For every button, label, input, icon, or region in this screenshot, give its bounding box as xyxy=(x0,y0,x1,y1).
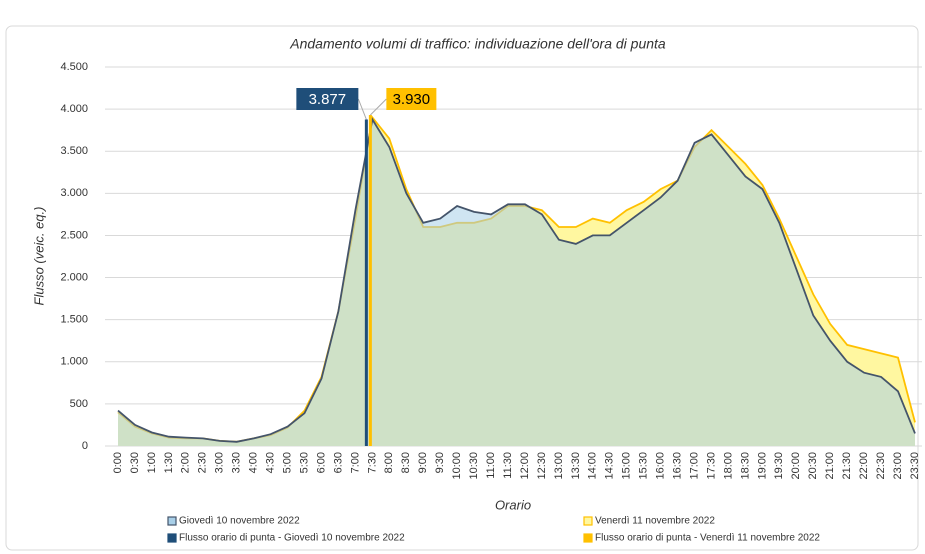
x-tick-label: 1:00 xyxy=(146,452,158,473)
legend-swatch xyxy=(167,516,177,526)
legend-swatch xyxy=(167,533,177,543)
peak-bar xyxy=(368,115,372,447)
y-tick-label: 3.500 xyxy=(60,145,88,157)
legend-swatch xyxy=(583,533,593,543)
y-tick-label: 0 xyxy=(82,440,88,452)
y-tick-label: 4.500 xyxy=(60,61,88,73)
y-tick-label: 2.500 xyxy=(60,229,88,241)
x-tick-label: 12:30 xyxy=(536,452,548,480)
peak-label: 3.877 xyxy=(309,91,347,108)
peak-label-box xyxy=(386,88,437,110)
x-tick-label: 14:00 xyxy=(587,452,599,480)
y-tick-label: 2.000 xyxy=(60,271,88,283)
legend-label: Flusso orario di punta - Venerdì 11 nove… xyxy=(595,533,820,544)
y-tick-label: 500 xyxy=(70,398,88,410)
x-tick-label: 19:30 xyxy=(773,452,785,480)
x-tick-label: 14:30 xyxy=(604,452,616,480)
x-tick-label: 16:00 xyxy=(655,452,667,480)
legend-label: Flusso orario di punta - Giovedì 10 nove… xyxy=(179,533,405,544)
legend-label: Giovedì 10 novembre 2022 xyxy=(179,516,300,527)
x-tick-label: 16:30 xyxy=(672,452,684,480)
x-tick-label: 0:00 xyxy=(112,452,124,473)
x-tick-label: 4:00 xyxy=(248,452,260,473)
x-tick-label: 8:00 xyxy=(383,452,395,473)
x-axis-label: Orario xyxy=(495,497,531,512)
x-tick-label: 2:30 xyxy=(197,452,209,473)
x-tick-label: 9:30 xyxy=(434,452,446,473)
x-tick-label: 18:30 xyxy=(739,452,751,480)
x-tick-label: 17:00 xyxy=(688,452,700,480)
x-tick-label: 7:30 xyxy=(366,452,378,473)
x-tick-label: 3:30 xyxy=(231,452,243,473)
y-tick-label: 3.000 xyxy=(60,187,88,199)
x-tick-label: 17:30 xyxy=(705,452,717,480)
x-tick-label: 22:30 xyxy=(875,452,887,480)
x-tick-label: 11:00 xyxy=(485,452,497,479)
x-tick-label: 7:00 xyxy=(349,452,361,473)
x-tick-label: 21:00 xyxy=(824,452,836,480)
x-tick-label: 15:00 xyxy=(621,452,633,480)
x-tick-label: 11:30 xyxy=(502,452,514,479)
x-tick-label: 8:30 xyxy=(400,452,412,473)
x-tick-label: 20:00 xyxy=(790,452,802,480)
x-tick-label: 5:30 xyxy=(298,452,310,473)
leader-line xyxy=(370,98,387,116)
peak-label: 3.930 xyxy=(393,91,431,108)
y-tick-label: 4.000 xyxy=(60,103,88,115)
x-tick-label: 21:30 xyxy=(841,452,853,480)
x-tick-label: 3:00 xyxy=(214,452,226,473)
x-tick-label: 5:00 xyxy=(281,452,293,473)
x-tick-label: 0:30 xyxy=(129,452,141,473)
x-tick-label: 15:30 xyxy=(638,452,650,480)
y-tick-label: 1.500 xyxy=(60,314,88,326)
x-tick-label: 23:30 xyxy=(909,452,921,480)
x-tick-label: 6:00 xyxy=(315,452,327,473)
x-tick-label: 20:30 xyxy=(807,452,819,480)
area-line xyxy=(117,117,916,443)
x-tick-label: 22:00 xyxy=(858,452,870,480)
y-tick-label: 1.000 xyxy=(60,356,88,368)
peak-label-box xyxy=(296,88,359,110)
legend-swatch xyxy=(583,516,593,526)
x-tick-label: 10:00 xyxy=(451,452,463,480)
x-tick-label: 19:00 xyxy=(756,452,768,480)
area-fill xyxy=(118,119,915,446)
x-tick-label: 9:00 xyxy=(417,452,429,473)
x-tick-label: 12:00 xyxy=(519,452,531,480)
x-tick-label: 6:30 xyxy=(332,452,344,473)
peak-bar xyxy=(364,119,368,446)
chart-title: Andamento volumi di traffico: individuaz… xyxy=(289,36,666,52)
x-tick-label: 13:00 xyxy=(553,452,565,480)
x-tick-label: 4:30 xyxy=(265,452,277,473)
y-axis-label: Flusso (veic. eq.) xyxy=(31,207,46,306)
leader-line xyxy=(357,98,367,120)
x-tick-label: 10:30 xyxy=(468,452,480,480)
x-tick-label: 2:00 xyxy=(180,452,192,473)
x-tick-label: 23:00 xyxy=(892,452,904,480)
x-tick-label: 13:30 xyxy=(570,452,582,480)
x-tick-label: 18:00 xyxy=(722,452,734,480)
legend-label: Venerdì 11 novembre 2022 xyxy=(595,516,715,527)
x-tick-label: 1:30 xyxy=(163,452,175,473)
series-1 xyxy=(117,117,916,446)
